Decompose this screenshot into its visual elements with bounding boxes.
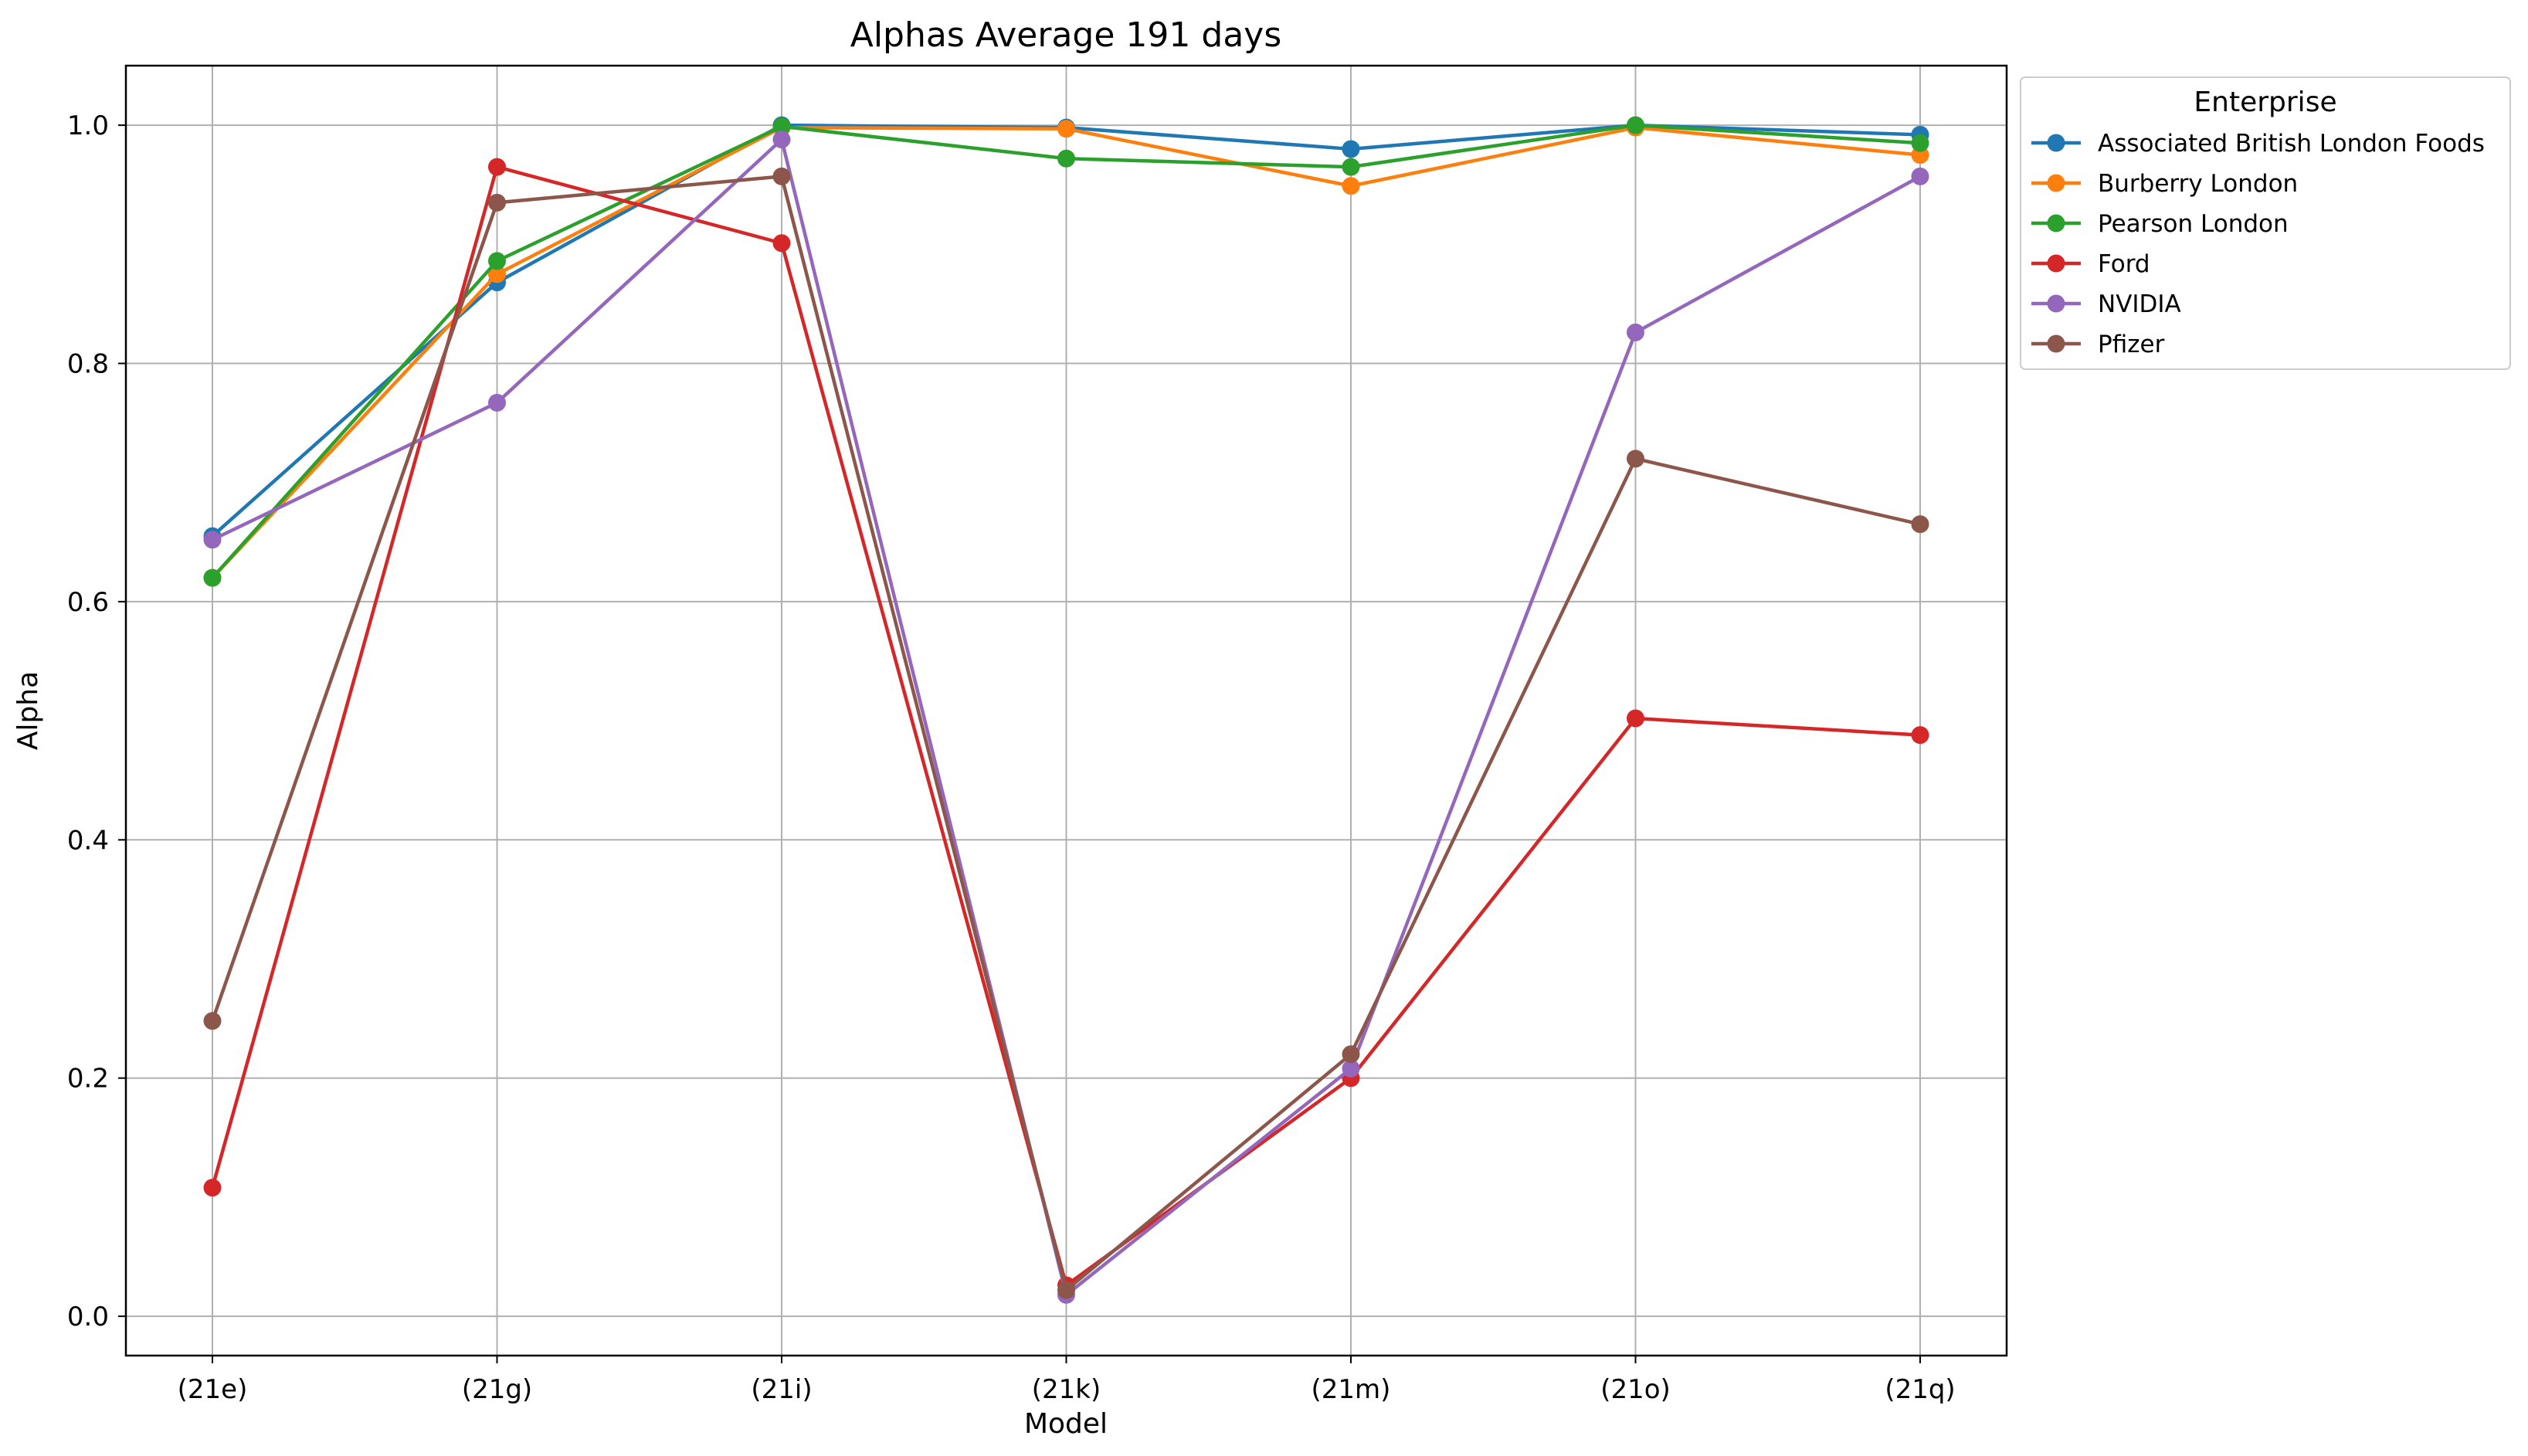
data-point	[1627, 709, 1644, 728]
legend-marker	[2047, 294, 2065, 313]
legend-title: Enterprise	[2194, 87, 2336, 118]
chart-title: Alphas Average 191 days	[850, 15, 1282, 55]
legend-marker	[2047, 134, 2065, 152]
x-tick-label: (21e)	[178, 1374, 248, 1405]
x-tick-label: (21k)	[1032, 1374, 1101, 1405]
legend-item: NVIDIA	[2031, 290, 2181, 318]
data-point	[1342, 1045, 1360, 1064]
legend-label: Ford	[2098, 250, 2150, 278]
x-tick-label: (21o)	[1600, 1374, 1671, 1405]
data-point	[772, 117, 791, 136]
data-point	[772, 131, 791, 149]
data-point	[203, 1179, 222, 1197]
series-group	[203, 116, 1929, 1304]
legend-label: Associated British London Foods	[2098, 130, 2485, 158]
data-point	[1057, 1281, 1075, 1299]
legend-marker	[2047, 214, 2065, 232]
x-tick-label: (21q)	[1885, 1374, 1955, 1405]
data-point	[488, 393, 506, 412]
y-tick-label: 0.4	[67, 825, 109, 856]
data-point	[1342, 1059, 1360, 1078]
legend-item: Pearson London	[2031, 210, 2289, 238]
legend-item: Associated British London Foods	[2031, 130, 2485, 158]
y-tick-label: 0.8	[67, 349, 109, 380]
data-point	[1342, 158, 1360, 176]
legend-item: Pfizer	[2031, 331, 2165, 358]
x-tick-label: (21g)	[462, 1374, 532, 1405]
legend-marker	[2047, 174, 2065, 192]
legend-label: Pfizer	[2098, 331, 2165, 358]
legend-item: Ford	[2031, 250, 2150, 278]
x-tick-label: (21m)	[1312, 1374, 1391, 1405]
x-tick-label: (21i)	[751, 1374, 812, 1405]
legend-label: NVIDIA	[2098, 290, 2181, 318]
data-point	[1057, 120, 1075, 138]
x-axis: (21e) (21g) (21i) (21k) (21m) (21o) (21q)	[178, 1356, 1956, 1405]
data-point	[1911, 167, 1929, 185]
data-point	[488, 158, 506, 176]
legend-box	[2020, 76, 2511, 370]
data-point	[1342, 177, 1360, 195]
data-point	[1627, 450, 1644, 468]
legend-label: Burberry London	[2098, 170, 2298, 198]
legend: Enterprise Associated British London Foo…	[2020, 76, 2511, 370]
data-point	[1911, 134, 1929, 152]
y-axis: 0.0 0.2 0.4 0.6 0.8 1.0	[67, 110, 126, 1332]
data-point	[1627, 116, 1644, 134]
series-pfizer	[203, 167, 1929, 1299]
grid	[126, 66, 2007, 1356]
legend-items: Associated British London Foods Burberry …	[2031, 130, 2485, 358]
data-point	[203, 568, 222, 587]
series-pearson-london	[203, 116, 1929, 587]
data-point	[1911, 515, 1929, 534]
data-point	[488, 193, 506, 212]
data-point	[488, 265, 506, 283]
y-axis-label: Alpha	[12, 671, 44, 750]
data-point	[772, 167, 791, 185]
data-point	[203, 1012, 222, 1030]
y-tick-label: 0.0	[67, 1302, 109, 1332]
y-tick-label: 1.0	[67, 110, 109, 141]
data-point	[488, 252, 506, 270]
data-point	[203, 531, 222, 549]
y-tick-label: 0.2	[67, 1064, 109, 1095]
legend-label: Pearson London	[2098, 210, 2289, 238]
y-tick-label: 0.6	[67, 587, 109, 618]
data-point	[1911, 726, 1929, 745]
data-point	[1057, 149, 1075, 168]
x-axis-label: Model	[1024, 1408, 1108, 1440]
legend-marker	[2047, 334, 2065, 353]
legend-item: Burberry London	[2031, 170, 2298, 198]
legend-marker	[2047, 254, 2065, 273]
data-point	[772, 234, 791, 253]
data-point	[1342, 140, 1360, 158]
data-point	[1627, 323, 1644, 341]
